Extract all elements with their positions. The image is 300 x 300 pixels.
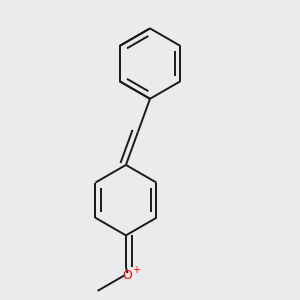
Text: O: O <box>123 268 133 282</box>
Text: +: + <box>133 265 140 275</box>
